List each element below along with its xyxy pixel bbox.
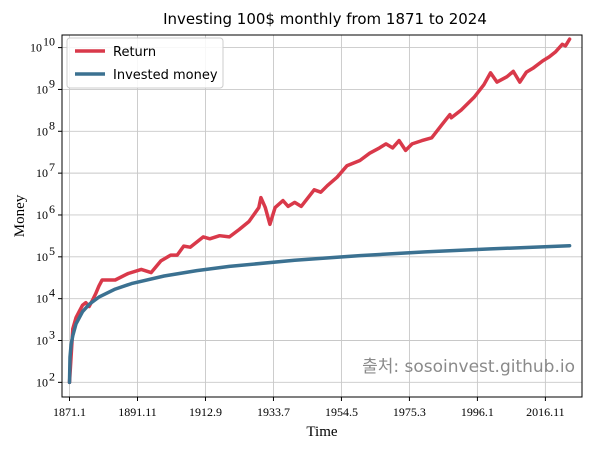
y-tick-exponent: 3 — [49, 328, 55, 342]
x-tick-label: 1954.5 — [325, 405, 358, 419]
chart-title: Investing 100$ monthly from 1871 to 2024 — [163, 10, 487, 28]
x-axis-label: Time — [306, 424, 337, 440]
x-tick-label: 1933.7 — [257, 405, 290, 419]
y-tick-label: 10 — [36, 375, 48, 389]
y-tick-label: 10 — [36, 166, 48, 180]
x-tick-label: 2016.11 — [526, 405, 565, 419]
y-tick-label: 10 — [36, 208, 48, 222]
y-tick-label: 10 — [36, 82, 48, 96]
y-tick-exponent: 6 — [49, 202, 55, 216]
x-tick-label: 1871.1 — [53, 405, 86, 419]
watermark: 출처: sosoinvest.github.io — [362, 357, 575, 377]
x-tick-label: 1975.3 — [393, 405, 426, 419]
x-tick-label: 1891.11 — [118, 405, 157, 419]
x-tick-label: 1912.9 — [189, 405, 222, 419]
series-line-return — [67, 37, 572, 385]
y-tick-exponent: 5 — [49, 244, 55, 258]
y-tick-label: 10 — [36, 334, 48, 348]
y-tick-label: 10 — [36, 124, 48, 138]
y-tick-label: 10 — [36, 250, 48, 264]
y-axis-label: Money — [12, 194, 28, 237]
legend: Return Invested money — [66, 37, 224, 89]
series-line-invested-money — [67, 243, 572, 385]
y-tick-exponent: 7 — [49, 160, 55, 174]
x-ticks: 1871.1 1891.11 1912.9 1933.7 1954.5 1975.3 199… — [53, 397, 565, 419]
series-layer — [67, 37, 572, 385]
x-tick-label: 1996.1 — [461, 405, 494, 419]
y-tick-label: 10 — [36, 292, 48, 306]
y-tick-exponent: 10 — [43, 35, 55, 49]
y-tick-exponent: 4 — [49, 286, 55, 300]
y-tick-exponent: 2 — [49, 369, 55, 383]
legend-box — [66, 37, 224, 89]
legend-label-invested: Invested money — [113, 68, 218, 83]
y-tick-label: 10 — [30, 41, 42, 55]
legend-label-return: Return — [113, 45, 156, 60]
y-tick-exponent: 8 — [49, 118, 55, 132]
plot-frame — [61, 34, 583, 398]
grid — [62, 35, 582, 397]
y-tick-exponent: 9 — [49, 76, 55, 90]
